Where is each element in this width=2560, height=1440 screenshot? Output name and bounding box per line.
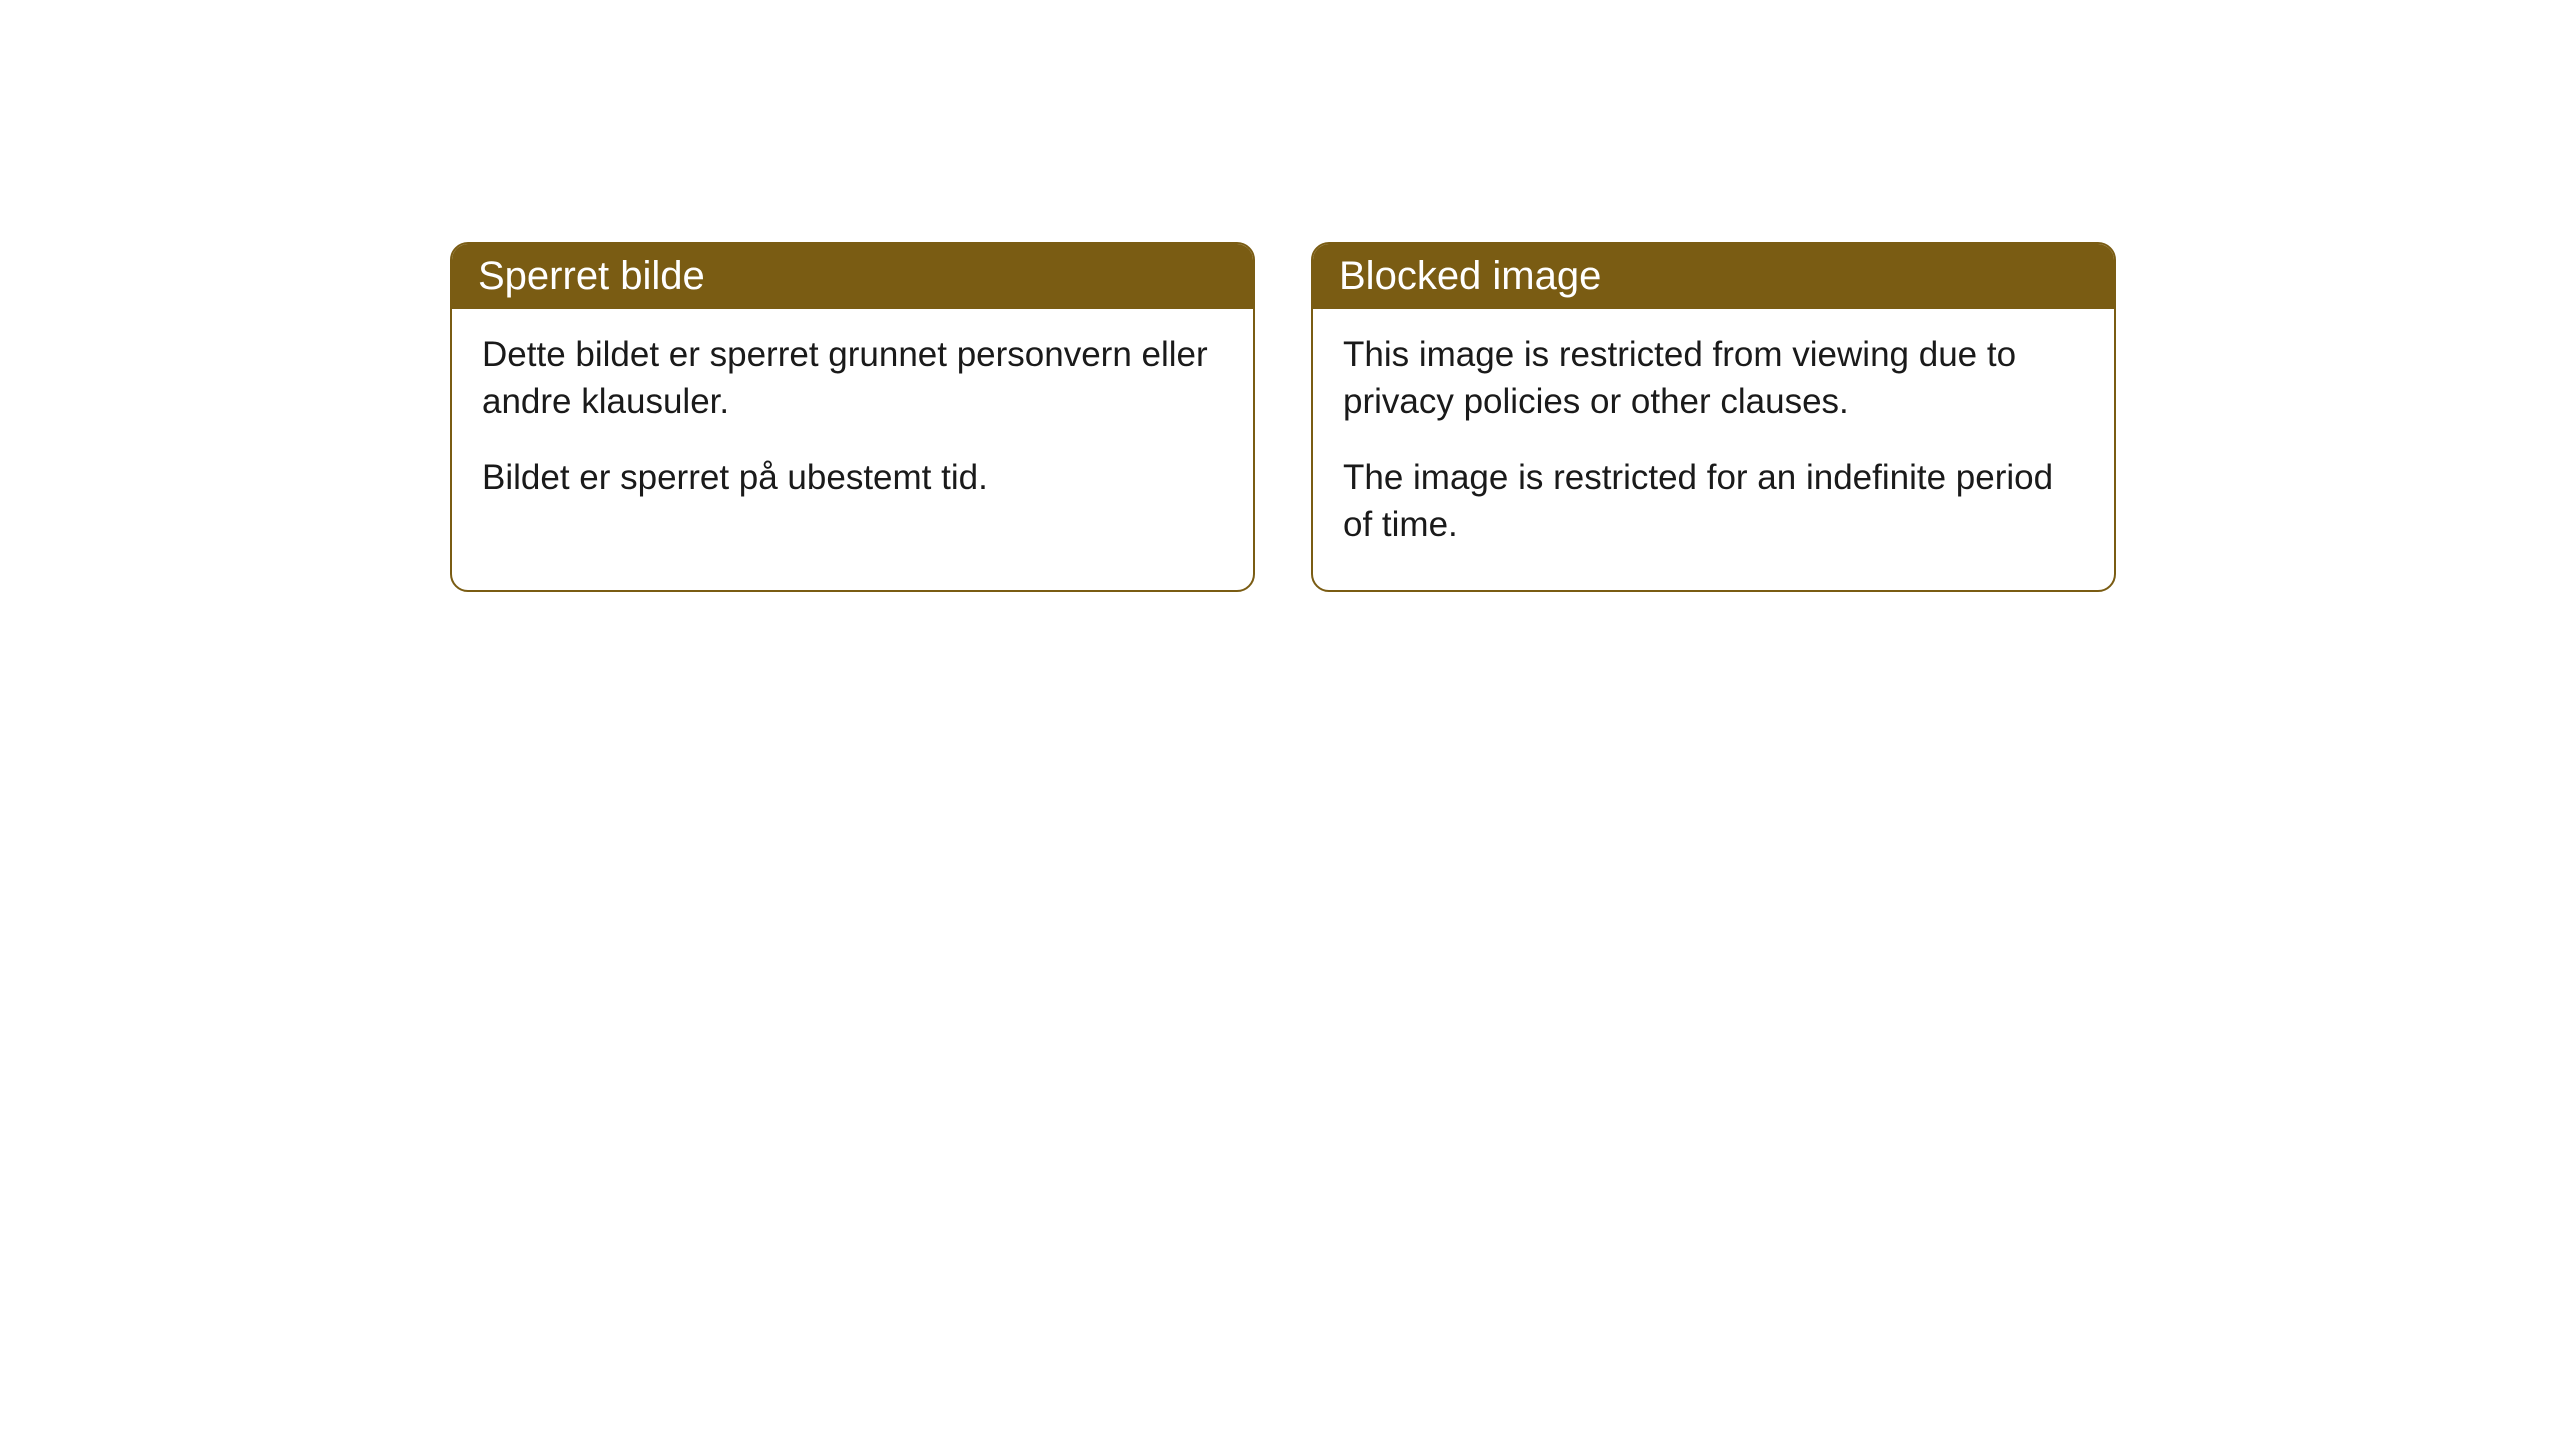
blocked-image-card-no: Sperret bilde Dette bildet er sperret gr…: [450, 242, 1255, 592]
card-text-no-1: Dette bildet er sperret grunnet personve…: [482, 331, 1223, 426]
card-title-en: Blocked image: [1339, 254, 1601, 298]
card-body-en: This image is restricted from viewing du…: [1313, 309, 2114, 590]
card-title-no: Sperret bilde: [478, 254, 705, 298]
card-body-no: Dette bildet er sperret grunnet personve…: [452, 309, 1253, 543]
blocked-image-card-en: Blocked image This image is restricted f…: [1311, 242, 2116, 592]
card-text-en-1: This image is restricted from viewing du…: [1343, 331, 2084, 426]
notice-cards-container: Sperret bilde Dette bildet er sperret gr…: [0, 0, 2560, 592]
card-text-en-2: The image is restricted for an indefinit…: [1343, 454, 2084, 549]
card-text-no-2: Bildet er sperret på ubestemt tid.: [482, 454, 1223, 501]
card-header-en: Blocked image: [1313, 244, 2114, 309]
card-header-no: Sperret bilde: [452, 244, 1253, 309]
